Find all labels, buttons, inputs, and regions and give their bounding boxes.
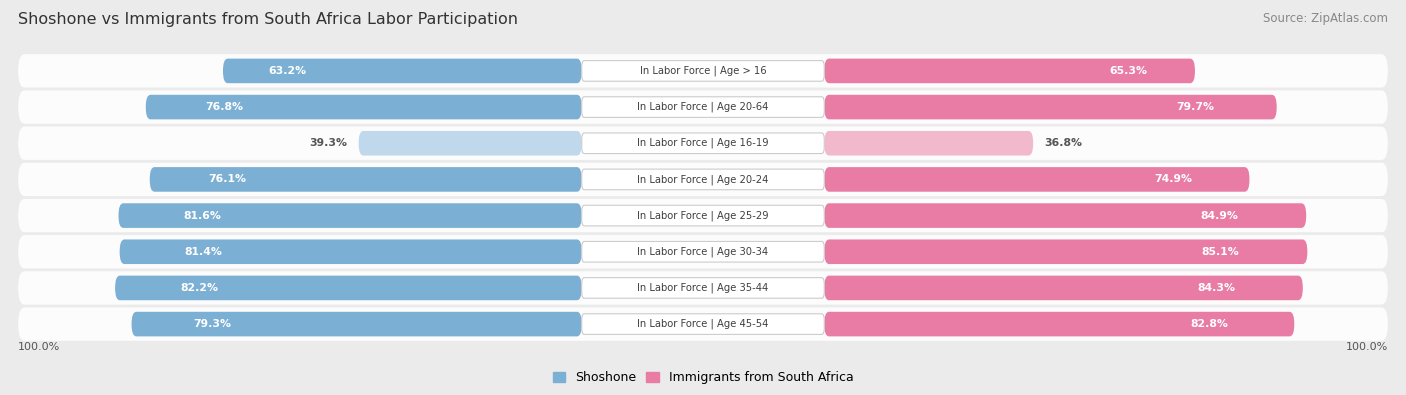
Text: In Labor Force | Age 45-54: In Labor Force | Age 45-54: [637, 319, 769, 329]
FancyBboxPatch shape: [18, 235, 1388, 268]
FancyBboxPatch shape: [824, 276, 1303, 300]
Text: 100.0%: 100.0%: [1346, 342, 1388, 352]
FancyBboxPatch shape: [18, 199, 1388, 232]
FancyBboxPatch shape: [18, 54, 1388, 88]
Text: In Labor Force | Age 20-24: In Labor Force | Age 20-24: [637, 174, 769, 185]
Text: 36.8%: 36.8%: [1045, 138, 1083, 148]
Text: In Labor Force | Age 20-64: In Labor Force | Age 20-64: [637, 102, 769, 112]
FancyBboxPatch shape: [18, 271, 1388, 305]
FancyBboxPatch shape: [582, 169, 824, 190]
Text: In Labor Force | Age 16-19: In Labor Force | Age 16-19: [637, 138, 769, 149]
Text: Source: ZipAtlas.com: Source: ZipAtlas.com: [1263, 12, 1388, 25]
FancyBboxPatch shape: [582, 205, 824, 226]
FancyBboxPatch shape: [824, 312, 1295, 337]
Legend: Shoshone, Immigrants from South Africa: Shoshone, Immigrants from South Africa: [547, 367, 859, 389]
Text: 81.4%: 81.4%: [184, 247, 222, 257]
FancyBboxPatch shape: [224, 58, 582, 83]
Text: In Labor Force | Age > 16: In Labor Force | Age > 16: [640, 66, 766, 76]
FancyBboxPatch shape: [582, 241, 824, 262]
FancyBboxPatch shape: [824, 203, 1306, 228]
FancyBboxPatch shape: [146, 95, 582, 119]
Text: 79.7%: 79.7%: [1177, 102, 1215, 112]
Text: 82.8%: 82.8%: [1191, 319, 1229, 329]
FancyBboxPatch shape: [582, 278, 824, 298]
FancyBboxPatch shape: [118, 203, 582, 228]
Text: 76.1%: 76.1%: [208, 175, 246, 184]
Text: 100.0%: 100.0%: [18, 342, 60, 352]
Text: 39.3%: 39.3%: [309, 138, 347, 148]
Text: 65.3%: 65.3%: [1109, 66, 1147, 76]
FancyBboxPatch shape: [582, 133, 824, 154]
Text: Shoshone vs Immigrants from South Africa Labor Participation: Shoshone vs Immigrants from South Africa…: [18, 12, 519, 27]
FancyBboxPatch shape: [18, 307, 1388, 341]
FancyBboxPatch shape: [582, 97, 824, 117]
Text: 85.1%: 85.1%: [1202, 247, 1239, 257]
Text: In Labor Force | Age 30-34: In Labor Force | Age 30-34: [637, 246, 769, 257]
FancyBboxPatch shape: [824, 95, 1277, 119]
FancyBboxPatch shape: [115, 276, 582, 300]
FancyBboxPatch shape: [824, 239, 1308, 264]
Text: 76.8%: 76.8%: [205, 102, 243, 112]
FancyBboxPatch shape: [132, 312, 582, 337]
Text: 82.2%: 82.2%: [180, 283, 218, 293]
FancyBboxPatch shape: [359, 131, 582, 156]
FancyBboxPatch shape: [18, 163, 1388, 196]
FancyBboxPatch shape: [582, 314, 824, 335]
Text: 63.2%: 63.2%: [269, 66, 307, 76]
Text: In Labor Force | Age 25-29: In Labor Force | Age 25-29: [637, 210, 769, 221]
FancyBboxPatch shape: [18, 90, 1388, 124]
FancyBboxPatch shape: [582, 60, 824, 81]
FancyBboxPatch shape: [18, 127, 1388, 160]
Text: 74.9%: 74.9%: [1154, 175, 1192, 184]
FancyBboxPatch shape: [149, 167, 582, 192]
Text: 81.6%: 81.6%: [183, 211, 221, 220]
FancyBboxPatch shape: [824, 167, 1250, 192]
Text: 84.3%: 84.3%: [1198, 283, 1236, 293]
Text: 84.9%: 84.9%: [1201, 211, 1239, 220]
FancyBboxPatch shape: [120, 239, 582, 264]
Text: In Labor Force | Age 35-44: In Labor Force | Age 35-44: [637, 283, 769, 293]
FancyBboxPatch shape: [824, 131, 1033, 156]
Text: 79.3%: 79.3%: [194, 319, 232, 329]
FancyBboxPatch shape: [824, 58, 1195, 83]
